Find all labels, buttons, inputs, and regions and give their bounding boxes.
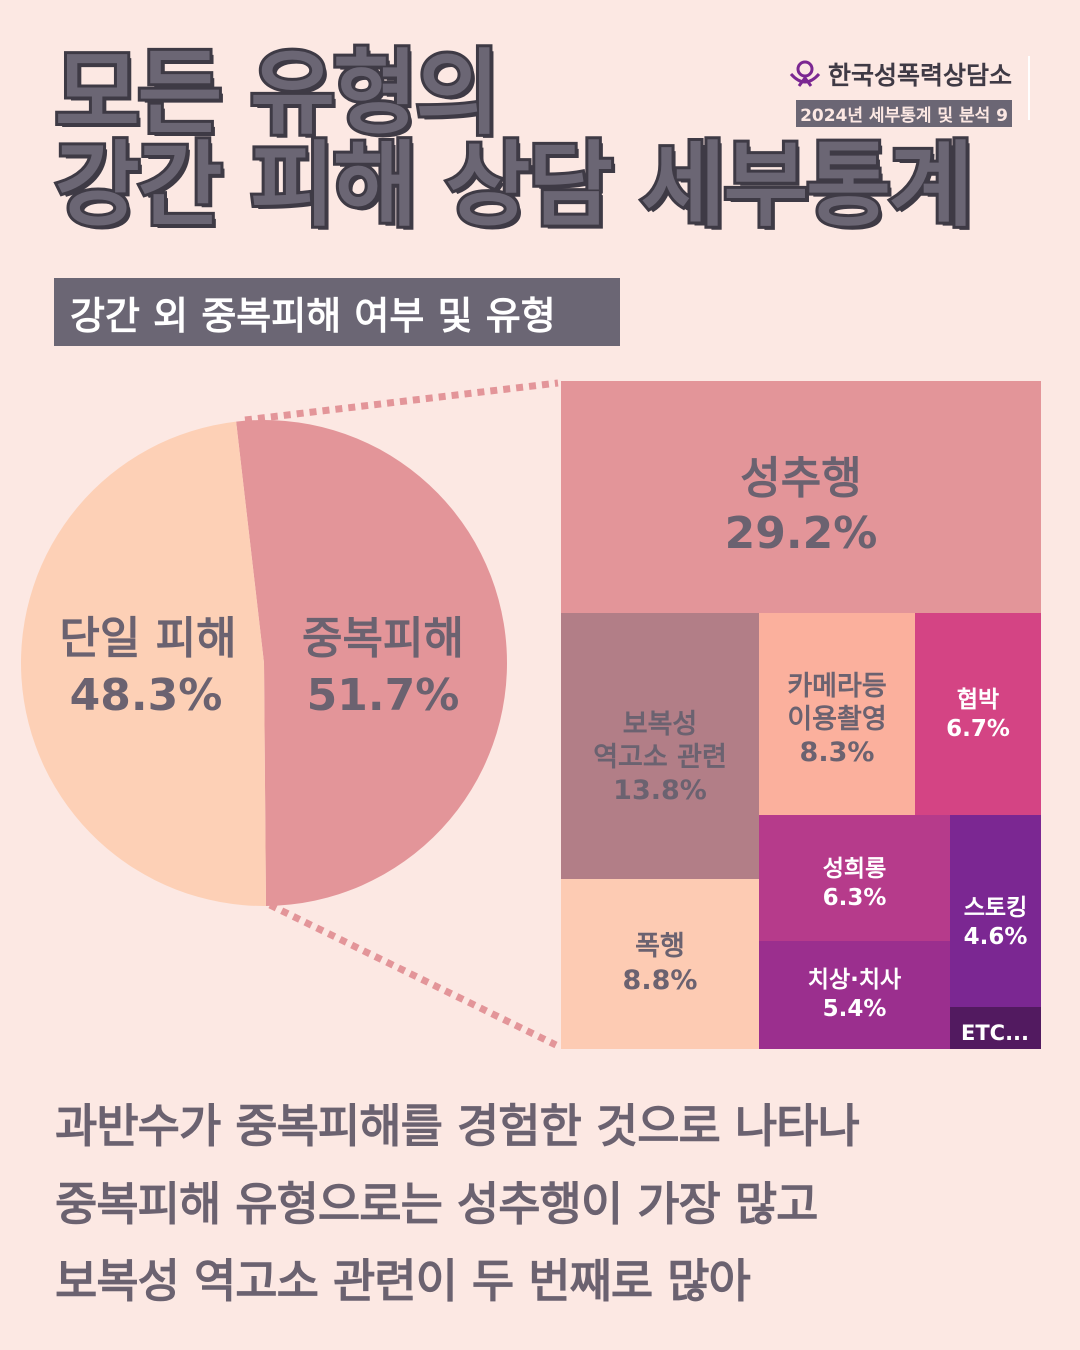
treemap-value-retaliatory-countersuit: 13.8%	[613, 775, 707, 806]
treemap-value-camera-filming: 8.3%	[800, 737, 875, 768]
treemap-cell-injury-death	[759, 941, 950, 1049]
brand-divider	[1028, 56, 1030, 120]
summary-line-1: 과반수가 중복피해를 경험한 것으로 나타나	[55, 1099, 860, 1153]
org-name-text: 한국성폭력상담소	[827, 61, 1012, 90]
pie-value-single: 48.3%	[70, 670, 223, 721]
series-label: 2024년 세부통계 및 분석 9	[796, 100, 1012, 127]
pie-label-single: 단일 피해	[59, 613, 236, 664]
pie-value-multiple: 51.7%	[307, 670, 460, 721]
treemap-value-injury-death: 5.4%	[823, 996, 887, 1022]
org-name: 한국성폭력상담소	[788, 56, 1012, 92]
treemap-label-retaliatory-countersuit: 역고소 관련	[593, 742, 727, 773]
org-logo-icon	[789, 60, 821, 87]
treemap-cell-violence	[561, 879, 759, 1049]
pie-slice-single	[21, 421, 266, 906]
treemap-label-camera-filming: 이용촬영	[787, 704, 886, 735]
connector-top	[244, 379, 559, 424]
treemap-label-stalking: 스토킹	[964, 895, 1027, 921]
treemap-cell-etc	[950, 1007, 1041, 1049]
treemap-value-threat: 6.7%	[946, 716, 1010, 742]
treemap-label-sexual-harassment: 성희롱	[823, 856, 886, 882]
treemap-value-stalking: 4.6%	[964, 924, 1028, 950]
treemap-cell-retaliatory-countersuit	[561, 613, 759, 879]
section-subtitle: 강간 외 중복피해 여부 및 유형	[54, 278, 620, 346]
treemap-cell-camera-filming	[759, 613, 915, 815]
treemap-label-threat: 협박	[957, 687, 999, 713]
treemap-cell-stalking	[950, 815, 1041, 1007]
pie-slice-multiple	[236, 420, 508, 906]
treemap-label-retaliatory-countersuit: 보복성	[623, 709, 698, 740]
treemap-value-sexual-harassment-assault: 29.2%	[725, 508, 878, 559]
pie-label-multiple: 중복피해	[302, 613, 464, 664]
treemap-label-injury-death: 치상·치사	[808, 967, 901, 993]
treemap-value-violence: 8.8%	[623, 965, 698, 996]
treemap-cell-sexual-harassment	[759, 815, 950, 941]
brand-block: 한국성폭력상담소 2024년 세부통계 및 분석 9	[788, 56, 1012, 127]
treemap-cell-threat	[915, 613, 1041, 815]
treemap-label-sexual-harassment-assault: 성추행	[740, 453, 861, 504]
title-line-2: 강간 피해 상담 세부통계	[52, 132, 976, 239]
title-line-1: 모든 유형의	[52, 40, 503, 147]
treemap-label-violence: 폭행	[635, 931, 685, 962]
connector-bottom	[268, 901, 558, 1049]
summary-line-3: 보복성 역고소 관련이 두 번째로 많아	[55, 1254, 751, 1308]
treemap-label-etc: ETC...	[961, 1021, 1029, 1045]
treemap-value-sexual-harassment: 6.3%	[823, 885, 887, 911]
treemap-cell-sexual-harassment-assault	[561, 381, 1041, 613]
treemap-label-camera-filming: 카메라등	[787, 671, 886, 702]
summary-line-2: 중복피해 유형으로는 성추행이 가장 많고	[55, 1177, 818, 1231]
